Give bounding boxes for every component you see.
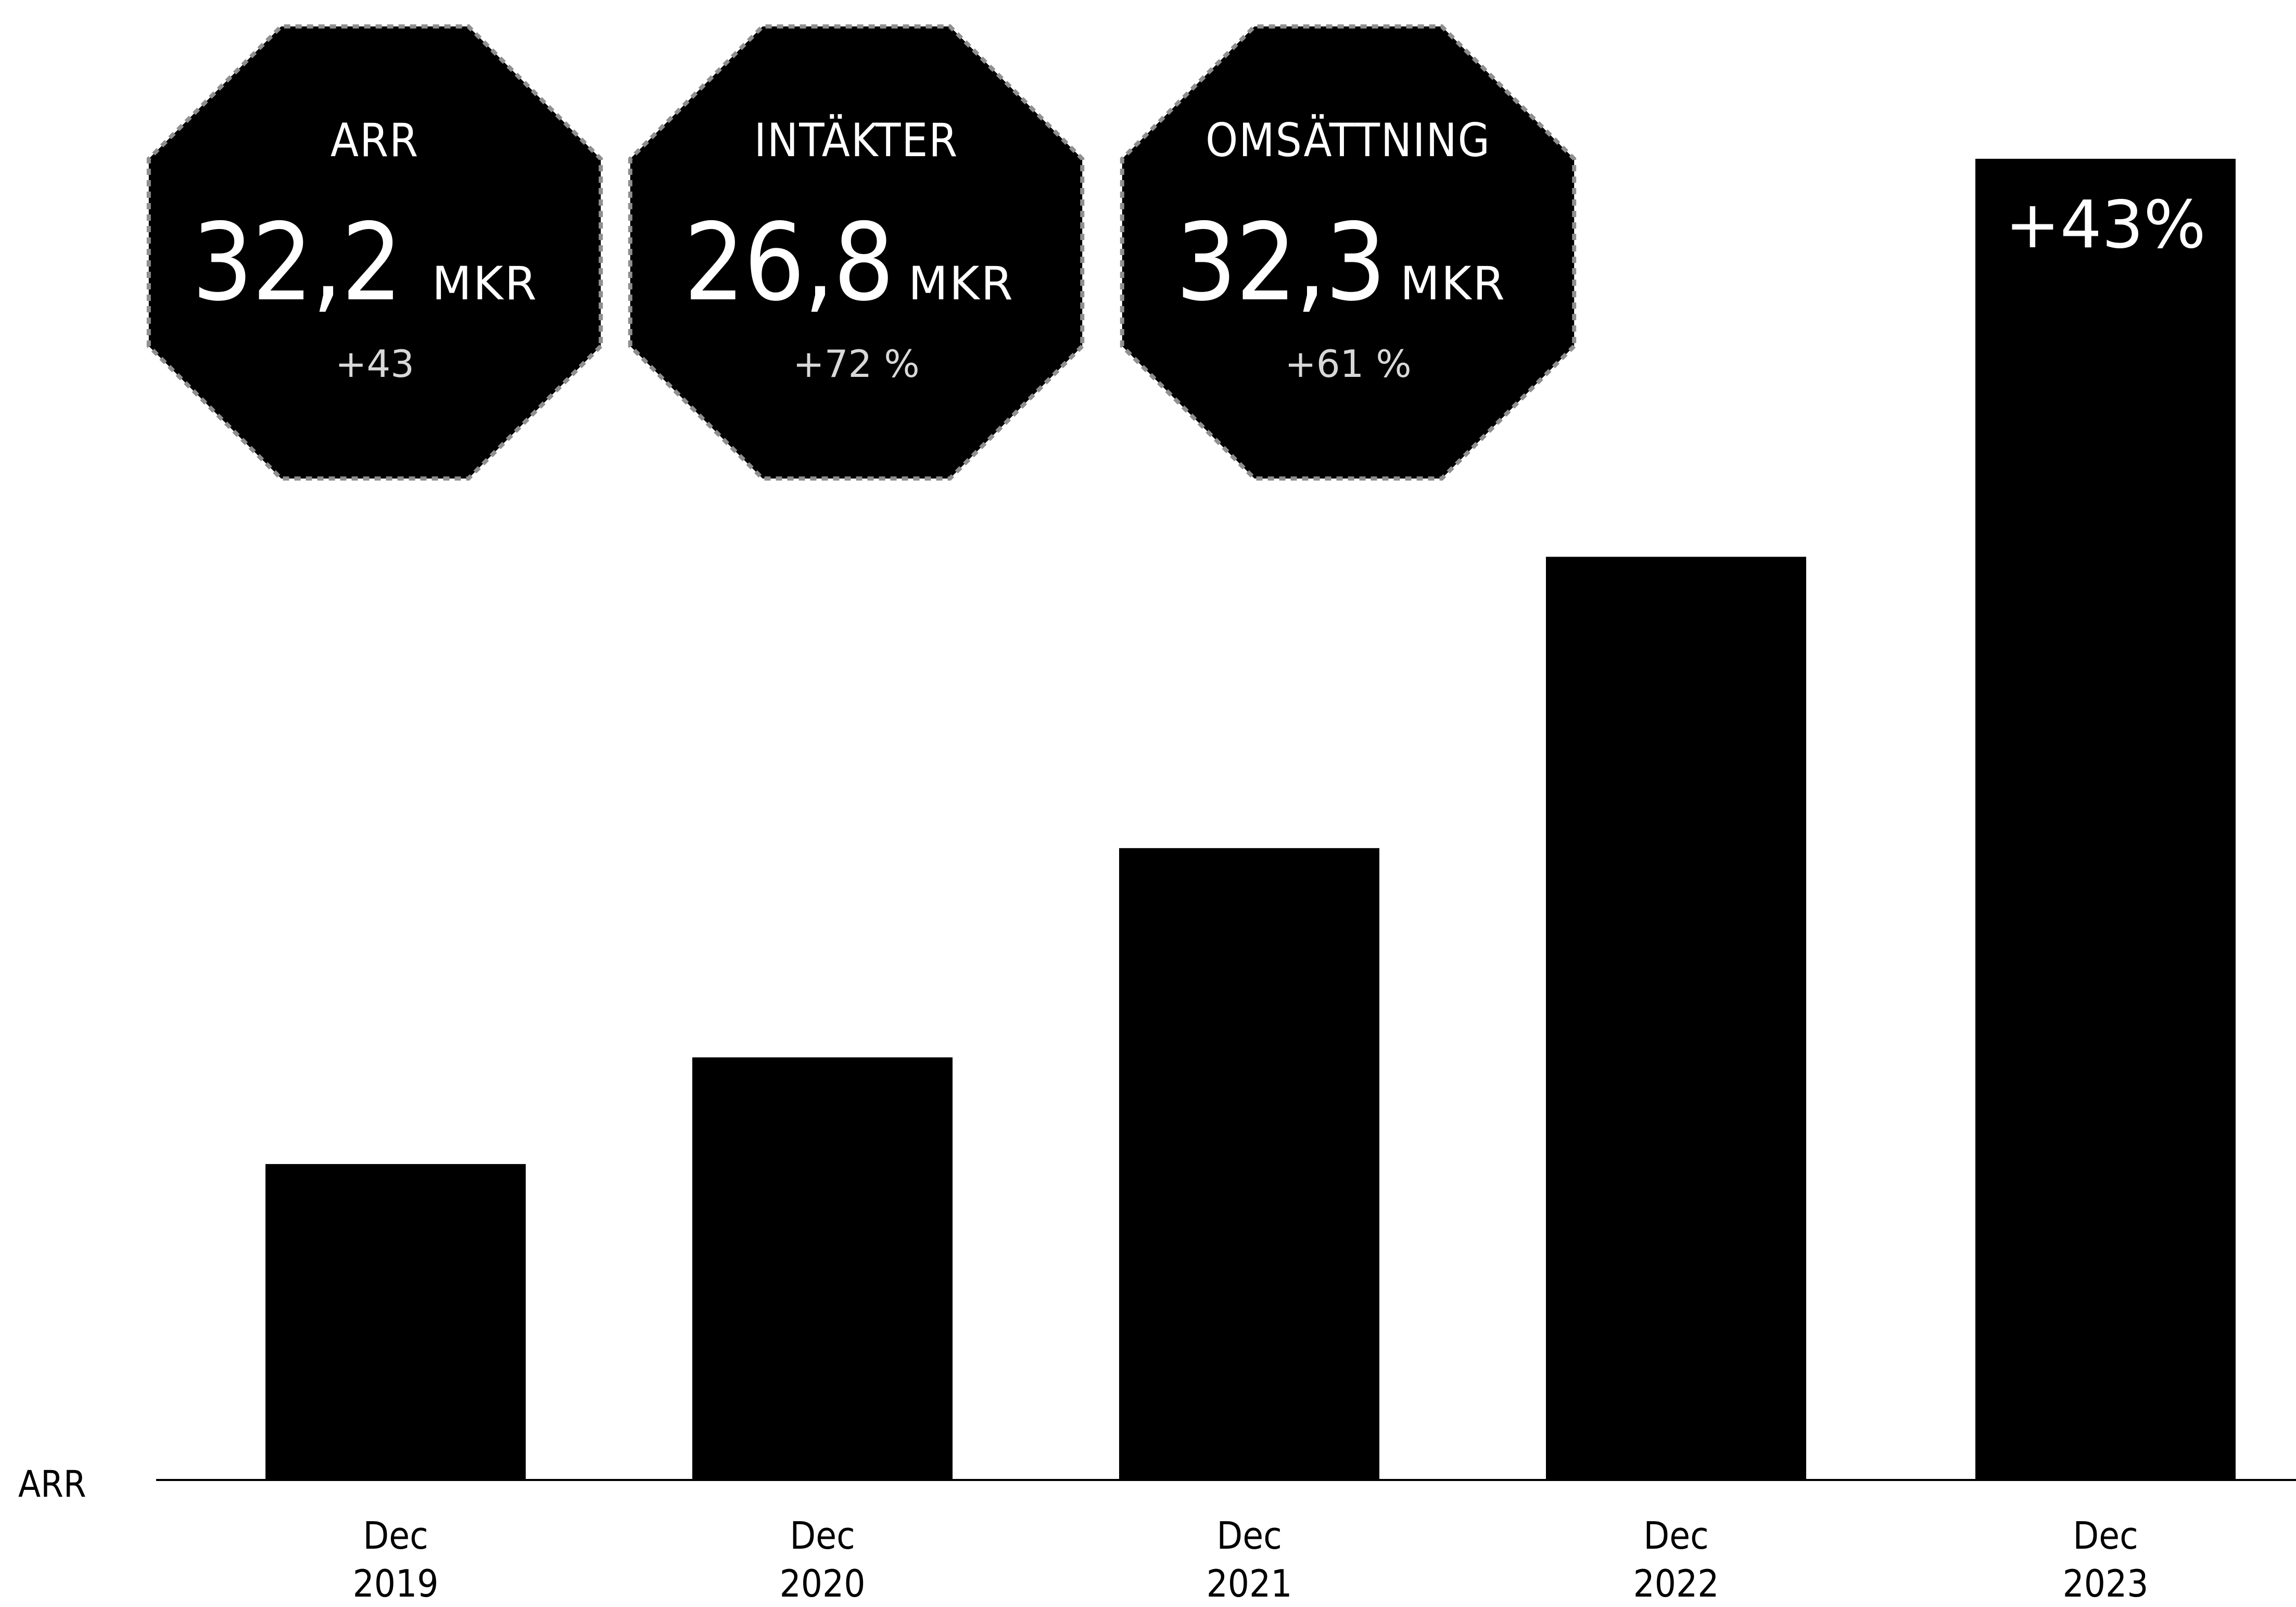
kpi-unit: MKR xyxy=(432,257,538,310)
kpi-title: ARR xyxy=(331,113,419,167)
bar-annotation: +43% xyxy=(2005,186,2206,263)
kpi-value: 26,8 xyxy=(684,201,894,325)
kpi-growth: +61 % xyxy=(1285,342,1411,386)
octagon-shape xyxy=(1120,24,1577,481)
kpi-badge-3: OMSÄTTNING 32,3 MKR +61 % xyxy=(1120,24,1577,481)
kpi-unit: MKR xyxy=(1400,257,1506,310)
octagon-shape xyxy=(146,24,603,481)
bar-5 xyxy=(1975,159,2236,1480)
x-tick-label-year: 2020 xyxy=(780,1562,866,1605)
y-axis-label: ARR xyxy=(18,1463,86,1505)
kpi-badge-1: ARR 32,2 MKR +43 xyxy=(146,24,603,481)
x-tick-label-month: Dec xyxy=(1216,1514,1282,1558)
x-tick-label-month: Dec xyxy=(1643,1514,1708,1558)
x-tick-label-year: 2022 xyxy=(1633,1562,1719,1605)
kpi-value: 32,2 xyxy=(192,201,402,325)
octagon-shape xyxy=(628,24,1085,481)
bar-1 xyxy=(265,1164,526,1480)
kpi-unit: MKR xyxy=(908,257,1014,310)
kpi-growth: +43 xyxy=(335,342,414,386)
kpi-growth: +72 % xyxy=(793,342,919,386)
x-tick-label-year: 2019 xyxy=(353,1562,439,1605)
kpi-title: OMSÄTTNING xyxy=(1206,113,1491,167)
kpi-badge-2: INTÄKTER 26,8 MKR +72 % xyxy=(628,24,1085,481)
x-tick-label-month: Dec xyxy=(2073,1514,2138,1558)
x-tick-label-month: Dec xyxy=(790,1514,855,1558)
bar-4 xyxy=(1546,556,1806,1480)
bar-2 xyxy=(692,1057,953,1480)
x-tick-label-year: 2023 xyxy=(2063,1562,2149,1605)
kpi-value: 32,3 xyxy=(1176,201,1386,325)
x-tick-label-year: 2021 xyxy=(1207,1562,1292,1605)
kpi-title: INTÄKTER xyxy=(754,113,959,167)
x-tick-label-month: Dec xyxy=(363,1514,428,1558)
bar-3 xyxy=(1119,848,1379,1480)
